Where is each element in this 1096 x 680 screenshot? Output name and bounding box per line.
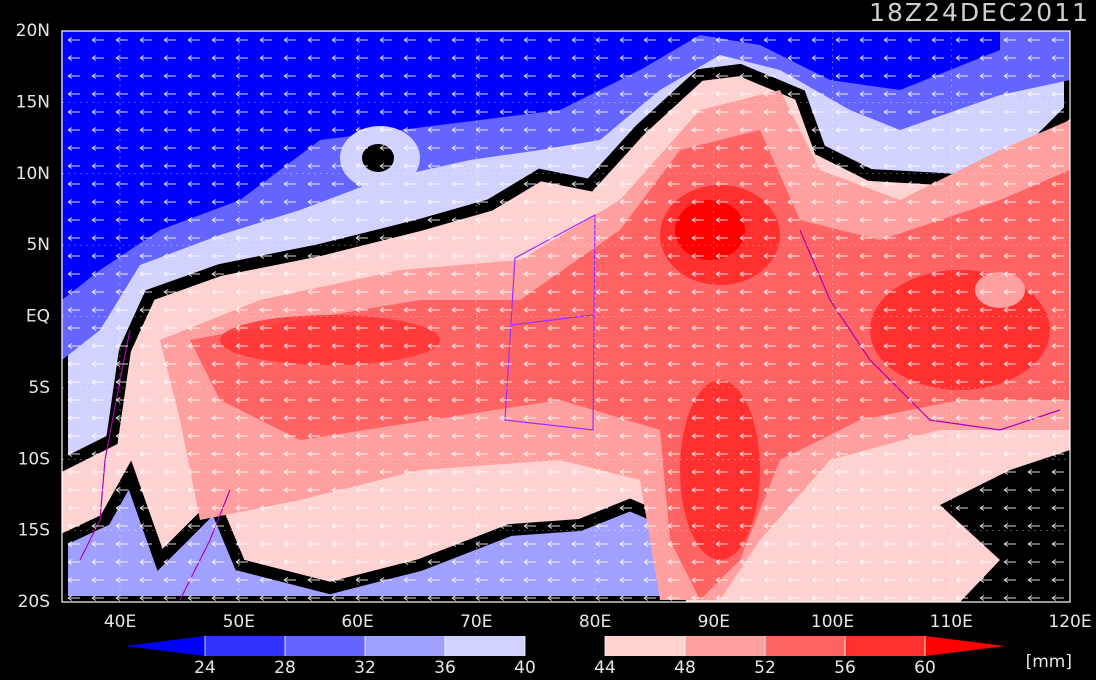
colorbar-label: 60 <box>914 658 936 678</box>
lat-label: 10N <box>16 164 50 184</box>
colorbar: 24 28 32 36 40 44 48 52 56 60 <box>125 636 1005 678</box>
timestamp: 18Z24DEC2011 <box>869 0 1090 27</box>
lon-label: 50E <box>223 612 255 632</box>
axis-labels: 20N 15N 10N 5N EQ 5S 10S 15S 20S 40E 50E 60E 70E 80E 9… <box>16 21 1092 632</box>
colorbar-label: 48 <box>674 658 696 678</box>
lat-label: EQ <box>26 307 50 327</box>
lon-label: 110E <box>930 612 973 632</box>
colorbar-box <box>765 636 845 656</box>
colorbar-unit: [mm] <box>1026 652 1072 672</box>
lat-label: 20S <box>18 592 50 612</box>
colorbar-label: 56 <box>834 658 856 678</box>
colorbar-label: 24 <box>194 658 216 678</box>
colorbar-box <box>445 636 525 656</box>
colorbar-label: 40 <box>514 658 536 678</box>
colorbar-box <box>845 636 925 656</box>
lon-label: 60E <box>341 612 373 632</box>
lon-label: 70E <box>460 612 492 632</box>
lat-label: 10S <box>18 449 50 469</box>
lat-label: 20N <box>16 21 50 41</box>
colorbar-label: 28 <box>274 658 296 678</box>
lon-label: 100E <box>811 612 854 632</box>
colorbar-high-arrow <box>925 636 1005 656</box>
lon-label: 120E <box>1048 612 1091 632</box>
lon-label: 80E <box>579 612 611 632</box>
grid <box>62 31 1070 602</box>
colorbar-box <box>685 636 765 656</box>
colorbar-box <box>205 636 285 656</box>
lon-label: 40E <box>104 612 136 632</box>
colorbar-box <box>605 636 685 656</box>
lon-label: 90E <box>698 612 730 632</box>
plot-frame <box>61 30 1071 603</box>
lat-label: 15N <box>16 92 50 112</box>
colorbar-box <box>525 636 605 656</box>
colorbar-low-arrow <box>125 636 205 656</box>
colorbar-label: 32 <box>354 658 376 678</box>
colorbar-label: 44 <box>594 658 616 678</box>
colorbar-box <box>365 636 445 656</box>
colorbar-label: 36 <box>434 658 456 678</box>
lat-label: 5S <box>28 378 50 398</box>
lat-label: 15S <box>18 521 50 541</box>
lat-label: 5N <box>26 235 50 255</box>
colorbar-label: 52 <box>754 658 776 678</box>
colorbar-box <box>285 636 365 656</box>
